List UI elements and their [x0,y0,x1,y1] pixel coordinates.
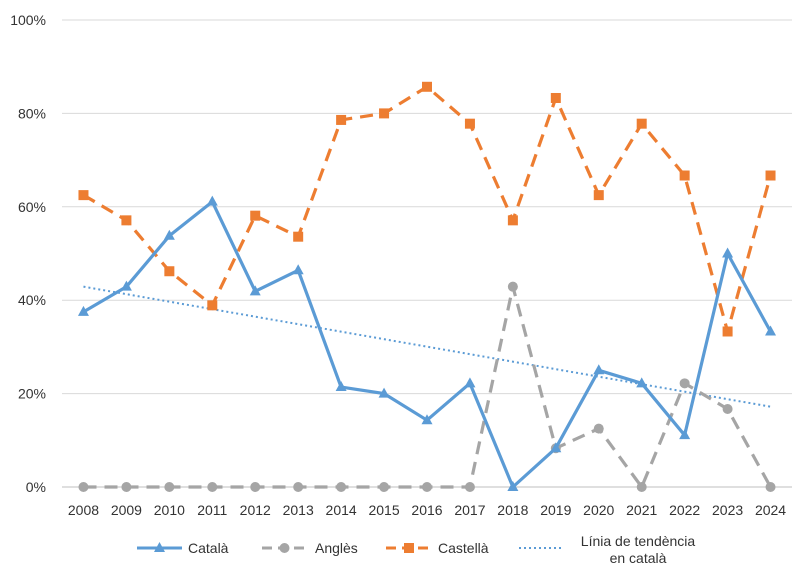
data-point [421,414,433,425]
data-point [422,81,432,92]
x-tick-label: 2009 [111,502,142,518]
x-tick-label: 2023 [712,502,743,518]
data-point [765,170,776,181]
grid-lines [62,19,792,488]
data-point [507,281,518,292]
data-point [464,482,475,492]
x-tick-label: 2013 [283,502,314,518]
legend-item-castella: Castellà [386,540,489,556]
legend-label-trendline-line1: Línia de tendència [581,533,696,549]
legend-item-catala: Català [137,540,229,556]
data-point [464,118,475,129]
data-point [336,114,347,125]
data-point [722,326,733,337]
data-point [679,378,690,389]
legend-item-angles: Anglès [262,540,358,556]
x-tick-label: 2008 [68,502,99,518]
data-point [163,229,175,240]
data-point [250,482,261,492]
data-point [765,325,777,336]
data-point [207,482,218,492]
x-tick-label: 2017 [454,502,485,518]
data-point [120,280,132,291]
data-point [206,195,218,206]
trendline [83,285,771,408]
x-tick-label: 2019 [540,502,571,518]
legend-label-trendline-line2: en català [610,550,667,566]
y-tick-label: 0% [26,479,46,495]
x-tick-label: 2024 [755,502,786,518]
trendline-layer [83,285,771,408]
data-point [293,482,304,492]
data-point [293,231,304,242]
x-tick-label: 2018 [497,502,528,518]
data-point [78,190,89,201]
data-point [507,481,519,491]
x-tick-label: 2010 [154,502,185,518]
y-tick-label: 40% [18,292,46,308]
y-tick-label: 20% [18,386,46,402]
y-tick-label: 60% [18,199,46,215]
data-point [593,423,604,434]
x-axis-ticks: 2008 2009 2010 2011 2012 2013 2014 2015 2016 2017… [68,502,786,518]
y-tick-label: 80% [18,105,46,121]
data-point [636,377,648,388]
series-catala [77,195,777,491]
data-point [78,482,89,492]
data-point [379,108,390,119]
data-point [550,442,562,453]
data-point [722,404,733,415]
data-point [679,170,690,181]
data-point [121,215,132,226]
x-tick-label: 2012 [240,502,271,518]
x-tick-label: 2022 [669,502,700,518]
data-point [335,381,347,392]
x-tick-label: 2021 [626,502,657,518]
data-point [336,482,347,492]
data-point [164,482,175,492]
data-point [292,264,304,275]
legend-item-trendline: Línia de tendència en català [519,533,695,566]
series-line-castella [82,85,773,334]
series-line-catala [82,200,772,489]
legend: Català Anglès Castellà Línia de tendènci… [137,533,695,566]
data-point [464,377,476,388]
data-point [378,387,390,398]
data-point [164,266,175,277]
x-tick-label: 2020 [583,502,614,518]
data-point [722,247,734,258]
data-point [422,482,432,492]
data-point [550,92,561,103]
data-point [207,300,218,311]
y-tick-label: 100% [10,12,46,28]
data-point [636,482,647,492]
x-tick-label: 2011 [197,502,227,518]
data-point [121,482,132,492]
data-point [507,215,518,226]
data-point [679,429,691,440]
series-angles [78,281,776,492]
y-axis-ticks: 0% 20% 40% 60% 80% 100% [10,12,46,495]
data-point [379,482,390,492]
data-point [77,305,89,316]
data-point [250,210,261,221]
data-point [249,285,261,296]
data-point [765,482,776,492]
data-point [593,364,605,375]
x-tick-label: 2014 [326,502,357,518]
x-tick-label: 2015 [368,502,399,518]
data-point [593,190,604,201]
legend-label-angles: Anglès [315,540,358,556]
series-line-angles [83,285,772,489]
x-tick-label: 2016 [411,502,442,518]
series-layer [77,81,777,492]
data-point [636,118,647,129]
series-castella [78,81,776,337]
legend-label-catala: Català [188,540,229,556]
legend-label-castella: Castellà [438,540,489,556]
